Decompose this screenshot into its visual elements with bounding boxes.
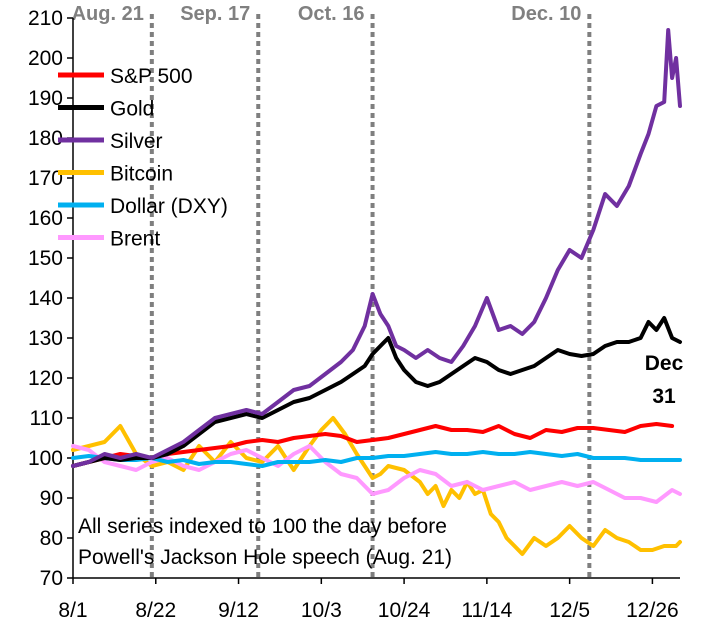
x-tick-label: 12/26 — [626, 599, 679, 622]
y-tick-label: 100 — [28, 447, 63, 470]
y-tick-label: 110 — [30, 407, 63, 430]
legend-label: Dollar (DXY) — [110, 195, 228, 218]
x-tick-label: 8/1 — [58, 599, 87, 622]
y-tick-label: 180 — [28, 127, 63, 150]
y-tick-label: 160 — [28, 207, 63, 230]
event-label: Aug. 21 — [72, 3, 144, 25]
y-tick-label: 190 — [28, 87, 63, 110]
legend-label: Silver — [110, 130, 163, 153]
legend-label: Bitcoin — [110, 163, 173, 186]
x-tick-label: 12/5 — [549, 599, 590, 622]
annotation-line: All series indexed to 100 the day before — [78, 515, 447, 538]
series-line — [71, 316, 682, 468]
series-line — [71, 416, 682, 556]
series-line — [71, 28, 682, 468]
x-tick-label: 10/3 — [301, 599, 342, 622]
y-tick-label: 210 — [28, 7, 63, 30]
y-tick-label: 70 — [40, 567, 63, 590]
legend-label: S&P 500 — [110, 65, 193, 88]
end-date-label: Dec 31 — [645, 352, 684, 408]
event-label: Sep. 17 — [180, 3, 250, 25]
x-tick-label: 8/22 — [135, 599, 176, 622]
x-tick-label: 10/24 — [378, 599, 431, 622]
series-line — [71, 450, 682, 468]
series-layer — [71, 28, 682, 556]
y-tick-label: 170 — [28, 167, 63, 190]
event-lines-layer: Aug. 21 Sep. 17 Oct. 16 Dec. 10 — [72, 3, 592, 578]
y-tick-label: 120 — [28, 367, 63, 390]
legend-label: Brent — [110, 228, 160, 251]
annotation-line: Powell's Jackson Hole speech (Aug. 21) — [78, 546, 452, 569]
y-tick-label: 200 — [28, 47, 63, 70]
y-tick-label: 90 — [40, 487, 63, 510]
end-label-line: 31 — [652, 385, 676, 408]
x-tick-label: 9/12 — [218, 599, 259, 622]
y-tick-label: 130 — [28, 327, 63, 350]
y-tick-label: 140 — [28, 287, 63, 310]
y-tick-label: 150 — [28, 247, 63, 270]
event-label: Oct. 16 — [298, 3, 365, 25]
axes-layer: 70 80 90 100 110 120 130 140 150 160 170 180 190 200 2… — [28, 7, 680, 622]
end-label-line: Dec — [645, 352, 684, 375]
legend: S&P 500 Gold Silver Bitcoin Dollar (DXY) Bren… — [58, 65, 228, 251]
legend-label: Gold — [110, 98, 154, 121]
event-label: Dec. 10 — [511, 3, 581, 25]
y-tick-label: 80 — [40, 527, 63, 550]
x-tick-label: 11/14 — [461, 599, 512, 622]
annotation-note: All series indexed to 100 the day before… — [78, 515, 452, 569]
